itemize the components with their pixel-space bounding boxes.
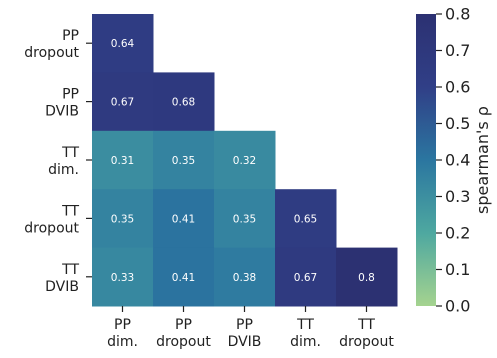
colorbar-gradient xyxy=(416,14,436,306)
heatmap-cell xyxy=(275,189,337,249)
row-label: PP DVIB xyxy=(45,87,79,120)
cell-value-label: 0.31 xyxy=(111,155,134,167)
cell-value-label: 0.65 xyxy=(294,213,317,225)
colorbar-tick-label: 0.6 xyxy=(445,78,470,97)
heatmap-cell xyxy=(92,72,154,132)
cell-value-label: 0.38 xyxy=(233,272,256,284)
heatmap-cells: 0.64 0.67 0.68 0.31 0.35 0.32 0.35 0.41 0.35 0.65… xyxy=(92,14,398,307)
cell-value-label: 0.67 xyxy=(294,272,317,284)
column-label: PP dim. xyxy=(107,317,138,350)
row-axis: PP dropout PP DVIB TT dim. TT dropout TT DVIB xyxy=(24,28,92,295)
heatmap-cell xyxy=(153,247,215,307)
heatmap-cell xyxy=(92,189,154,249)
colorbar-ticks: 0.0 0.1 0.2 0.3 0.4 0.5 0.6 0.7 0.8 xyxy=(436,5,470,316)
colorbar-tick-label: 0.3 xyxy=(445,187,470,206)
heatmap-cell xyxy=(92,130,154,190)
colorbar-tick-label: 0.4 xyxy=(445,151,470,170)
column-label: PP DVIB xyxy=(228,317,262,350)
row-label: TT dim. xyxy=(48,145,79,178)
heatmap-cell xyxy=(153,189,215,249)
heatmap-cell xyxy=(92,247,154,307)
heatmap-cell xyxy=(214,189,276,249)
cell-value-label: 0.35 xyxy=(111,213,134,225)
colorbar-tick-label: 0.0 xyxy=(445,297,470,316)
cell-value-label: 0.41 xyxy=(172,213,195,225)
heatmap-cell xyxy=(214,130,276,190)
cell-value-label: 0.35 xyxy=(233,213,256,225)
colorbar: 0.0 0.1 0.2 0.3 0.4 0.5 0.6 0.7 0.8 spearman's ρ xyxy=(416,5,492,316)
cell-value-label: 0.67 xyxy=(111,97,134,109)
column-axis: PP dim. PP dropout PP DVIB TT dim. TT dropout xyxy=(107,306,394,350)
cell-value-label: 0.41 xyxy=(172,272,195,284)
row-label: PP dropout xyxy=(24,28,79,61)
cell-value-label: 0.32 xyxy=(233,155,256,167)
colorbar-tick-label: 0.1 xyxy=(445,260,470,279)
column-label: TT dropout xyxy=(339,317,394,350)
heatmap-cell xyxy=(153,130,215,190)
heatmap-cell xyxy=(153,72,215,132)
colorbar-tick-label: 0.5 xyxy=(445,114,470,133)
colorbar-label: spearman's ρ xyxy=(473,106,492,214)
cell-value-label: 0.8 xyxy=(358,272,375,284)
cell-value-label: 0.64 xyxy=(111,38,135,50)
column-label: TT dim. xyxy=(290,317,321,350)
heatmap-cell xyxy=(92,14,154,73)
row-label: TT dropout xyxy=(24,203,79,236)
row-label: TT DVIB xyxy=(45,262,79,295)
heatmap-cell xyxy=(275,247,337,307)
heatmap-cell xyxy=(336,247,398,307)
cell-value-label: 0.68 xyxy=(172,97,195,109)
colorbar-tick-label: 0.2 xyxy=(445,224,470,243)
heatmap-cell xyxy=(214,247,276,307)
column-label: PP dropout xyxy=(156,317,211,350)
cell-value-label: 0.33 xyxy=(111,272,134,284)
colorbar-tick-label: 0.8 xyxy=(445,5,470,24)
colorbar-tick-label: 0.7 xyxy=(445,41,470,60)
cell-value-label: 0.35 xyxy=(172,155,195,167)
